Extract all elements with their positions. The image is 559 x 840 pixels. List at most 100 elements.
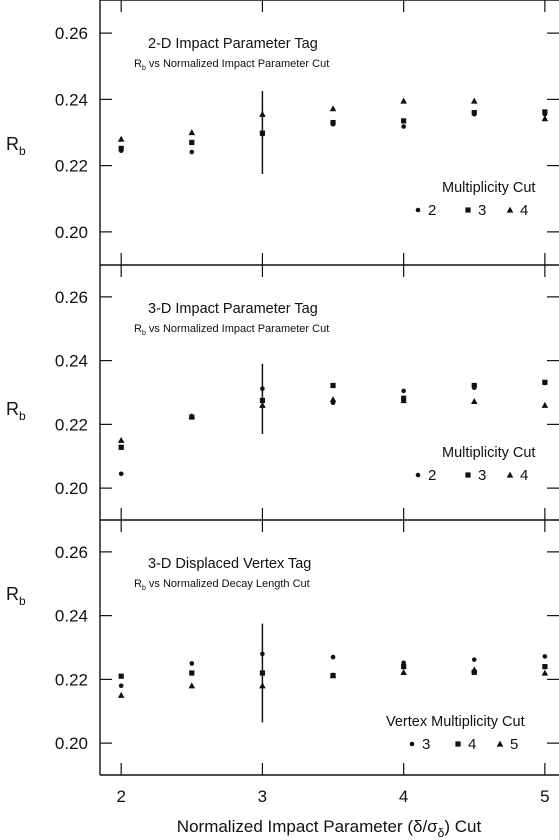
data-point-circle <box>471 657 477 662</box>
legend-entry-label: 4 <box>468 736 476 753</box>
x-axis-label-group: Normalized Impact Parameter (δ/σδ) Cut <box>177 817 482 840</box>
data-point-circle <box>330 654 336 660</box>
legend-entry-label: 4 <box>520 467 528 484</box>
legend-marker-circle <box>415 207 421 213</box>
panel-title: 3-D Displaced Vertex Tag <box>148 556 311 572</box>
y-axis-label-group: Rb <box>6 584 26 608</box>
y-tick-label: 0.24 <box>55 90 88 109</box>
data-point-circle <box>189 661 195 666</box>
legend-marker-square <box>465 207 471 213</box>
x-tick-label: 4 <box>399 787 408 806</box>
y-tick-label: 0.24 <box>55 352 88 371</box>
y-tick-label: 0.26 <box>55 543 88 562</box>
x-axis-label: Normalized Impact Parameter (δ/σ <box>177 817 438 836</box>
data-point-circle <box>189 149 195 155</box>
data-point-circle <box>401 388 406 394</box>
data-point-square <box>259 670 266 676</box>
legend-title: Multiplicity Cut <box>442 180 535 196</box>
data-point-square <box>189 670 195 676</box>
data-point-square <box>118 444 124 450</box>
data-point-square <box>259 397 266 404</box>
legend-entry-label: 4 <box>520 202 528 219</box>
legend-title: Vertex Multiplicity Cut <box>386 714 525 730</box>
data-point-circle <box>260 651 265 657</box>
data-point-triangle <box>470 666 478 673</box>
legend-marker-triangle <box>506 471 514 478</box>
data-point-square <box>471 382 477 389</box>
data-point-circle <box>542 654 548 659</box>
legend-entry-label: 3 <box>478 202 486 219</box>
data-point-triangle <box>400 97 407 104</box>
legend-entry-label: 2 <box>428 467 436 484</box>
data-point-triangle <box>541 669 549 676</box>
y-tick-label: 0.20 <box>55 223 88 242</box>
y-axis-label: R <box>6 134 19 154</box>
panel-subtitle: vs Normalized Decay Length Cut <box>146 578 310 590</box>
panel-subtitle-symbol-group: Rb vs Normalized Decay Length Cut <box>134 578 310 592</box>
data-point-circle <box>401 124 406 129</box>
data-point-triangle <box>470 97 478 104</box>
data-point-triangle <box>400 397 407 404</box>
data-point-square <box>401 664 407 670</box>
data-point-square <box>542 664 548 670</box>
panel-subtitle-symbol-sub: b <box>142 65 146 72</box>
panel-title: 2-D Impact Parameter Tag <box>148 36 318 52</box>
data-point-triangle <box>117 436 125 443</box>
x-axis-label-sub: δ <box>438 826 445 840</box>
y-axis-label-sub: b <box>19 409 26 423</box>
data-point-square <box>542 379 548 385</box>
data-point-square <box>471 110 477 116</box>
legend-entry-label: 2 <box>428 202 436 219</box>
panel-subtitle-symbol-sub: b <box>142 585 146 592</box>
data-point-triangle <box>117 135 125 142</box>
data-point-triangle <box>259 682 266 689</box>
data-point-square <box>330 119 336 126</box>
data-point-triangle <box>259 110 266 117</box>
panel-1: 0.20 0.22 0.24 0.26 Rb 2-D Impact Parameter T… <box>6 0 559 266</box>
x-tick-label: 2 <box>116 787 125 806</box>
data-point-square <box>330 382 336 389</box>
x-axis-label-tail: ) Cut <box>444 817 481 836</box>
y-tick-label: 0.22 <box>55 415 88 434</box>
y-axis-label-sub: b <box>19 144 26 158</box>
y-tick-label: 0.26 <box>55 288 88 307</box>
legend-entry-label: 5 <box>510 736 518 753</box>
panel-subtitle-symbol: R <box>134 578 142 590</box>
data-point-triangle <box>329 672 337 679</box>
y-axis-label: R <box>6 399 19 419</box>
panel-subtitle: vs Normalized Impact Parameter Cut <box>146 58 329 70</box>
data-point-square <box>259 130 266 136</box>
legend-marker-circle <box>409 741 415 747</box>
data-point-square <box>189 139 195 146</box>
panel-subtitle-symbol: R <box>134 58 142 70</box>
data-point-square <box>401 118 407 124</box>
data-point-triangle <box>329 396 337 403</box>
panel-subtitle-symbol-group: Rb vs Normalized Impact Parameter Cut <box>134 323 329 337</box>
data-point-square <box>118 673 124 679</box>
y-tick-label: 0.22 <box>55 157 88 176</box>
legend-marker-square <box>455 741 461 747</box>
panel-subtitle-symbol-sub: b <box>142 330 146 337</box>
y-tick-label: 0.20 <box>55 734 88 753</box>
y-axis-label-group: Rb <box>6 134 26 158</box>
legend-marker-triangle <box>496 740 504 747</box>
data-point-triangle <box>329 105 337 112</box>
data-point-triangle <box>541 115 549 122</box>
data-point-triangle <box>541 401 549 408</box>
data-point-triangle <box>188 413 196 420</box>
data-point-circle <box>401 660 406 666</box>
data-point-triangle <box>188 129 196 136</box>
data-point-circle <box>260 386 265 391</box>
legend-title: Multiplicity Cut <box>442 445 535 461</box>
panel-subtitle: vs Normalized Impact Parameter Cut <box>146 323 329 335</box>
y-tick-label: 0.20 <box>55 479 88 498</box>
legend-marker-square <box>465 472 471 478</box>
panel-subtitle-symbol: R <box>134 323 142 335</box>
data-point-circle <box>118 471 124 477</box>
data-point-circle <box>118 683 124 689</box>
y-tick-label: 0.24 <box>55 607 88 626</box>
legend-marker-triangle <box>506 206 514 213</box>
legend-entry-label: 3 <box>478 467 486 484</box>
data-point-triangle <box>117 691 125 698</box>
